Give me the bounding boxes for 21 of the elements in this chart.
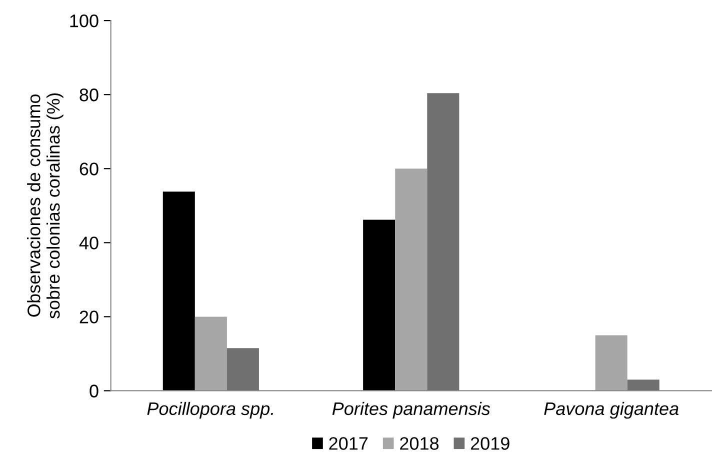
y-tick-label: 40 <box>79 236 98 250</box>
legend-label: 2019 <box>470 437 510 450</box>
bar <box>226 348 259 391</box>
bar <box>194 316 227 391</box>
bar <box>162 192 195 391</box>
y-tick-label: 80 <box>80 88 98 102</box>
y-tick-label: 60 <box>80 162 98 176</box>
y-tick-label: 20 <box>80 310 98 324</box>
x-tick-label: Pavona gigantea <box>544 402 678 419</box>
bar <box>427 93 460 391</box>
x-tick-label: Porites panamensis <box>332 402 490 419</box>
y-tick-label: 0 <box>90 384 98 398</box>
y-tick-label: 100 <box>70 14 98 28</box>
bar <box>363 220 396 391</box>
legend-label: 2017 <box>329 437 368 450</box>
legend-label: 2018 <box>400 437 439 450</box>
y-axis-title: Observaciones de consumo sobre colonias coralinas (%) <box>27 93 64 319</box>
x-tick-label: Pocillopora spp. <box>147 402 273 419</box>
bar <box>627 380 660 391</box>
bar <box>395 168 428 391</box>
bar <box>595 335 628 391</box>
